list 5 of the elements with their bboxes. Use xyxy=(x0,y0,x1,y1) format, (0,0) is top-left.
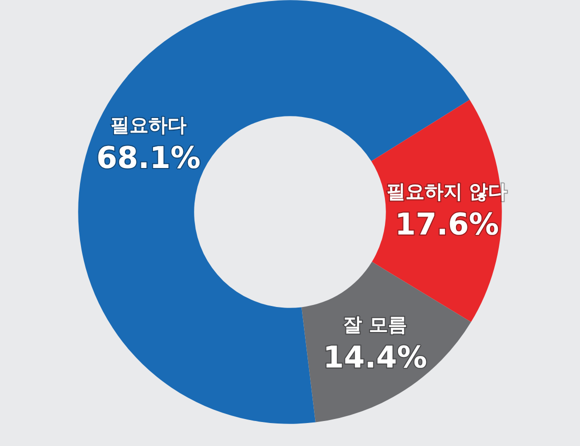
data-label: 14.4% xyxy=(322,340,428,376)
data-label: 68.1% xyxy=(96,140,200,176)
slice-label: 잘 모름 xyxy=(343,314,407,336)
slice-label: 필요하다 xyxy=(110,114,186,136)
data-label: 17.6% xyxy=(394,208,499,243)
